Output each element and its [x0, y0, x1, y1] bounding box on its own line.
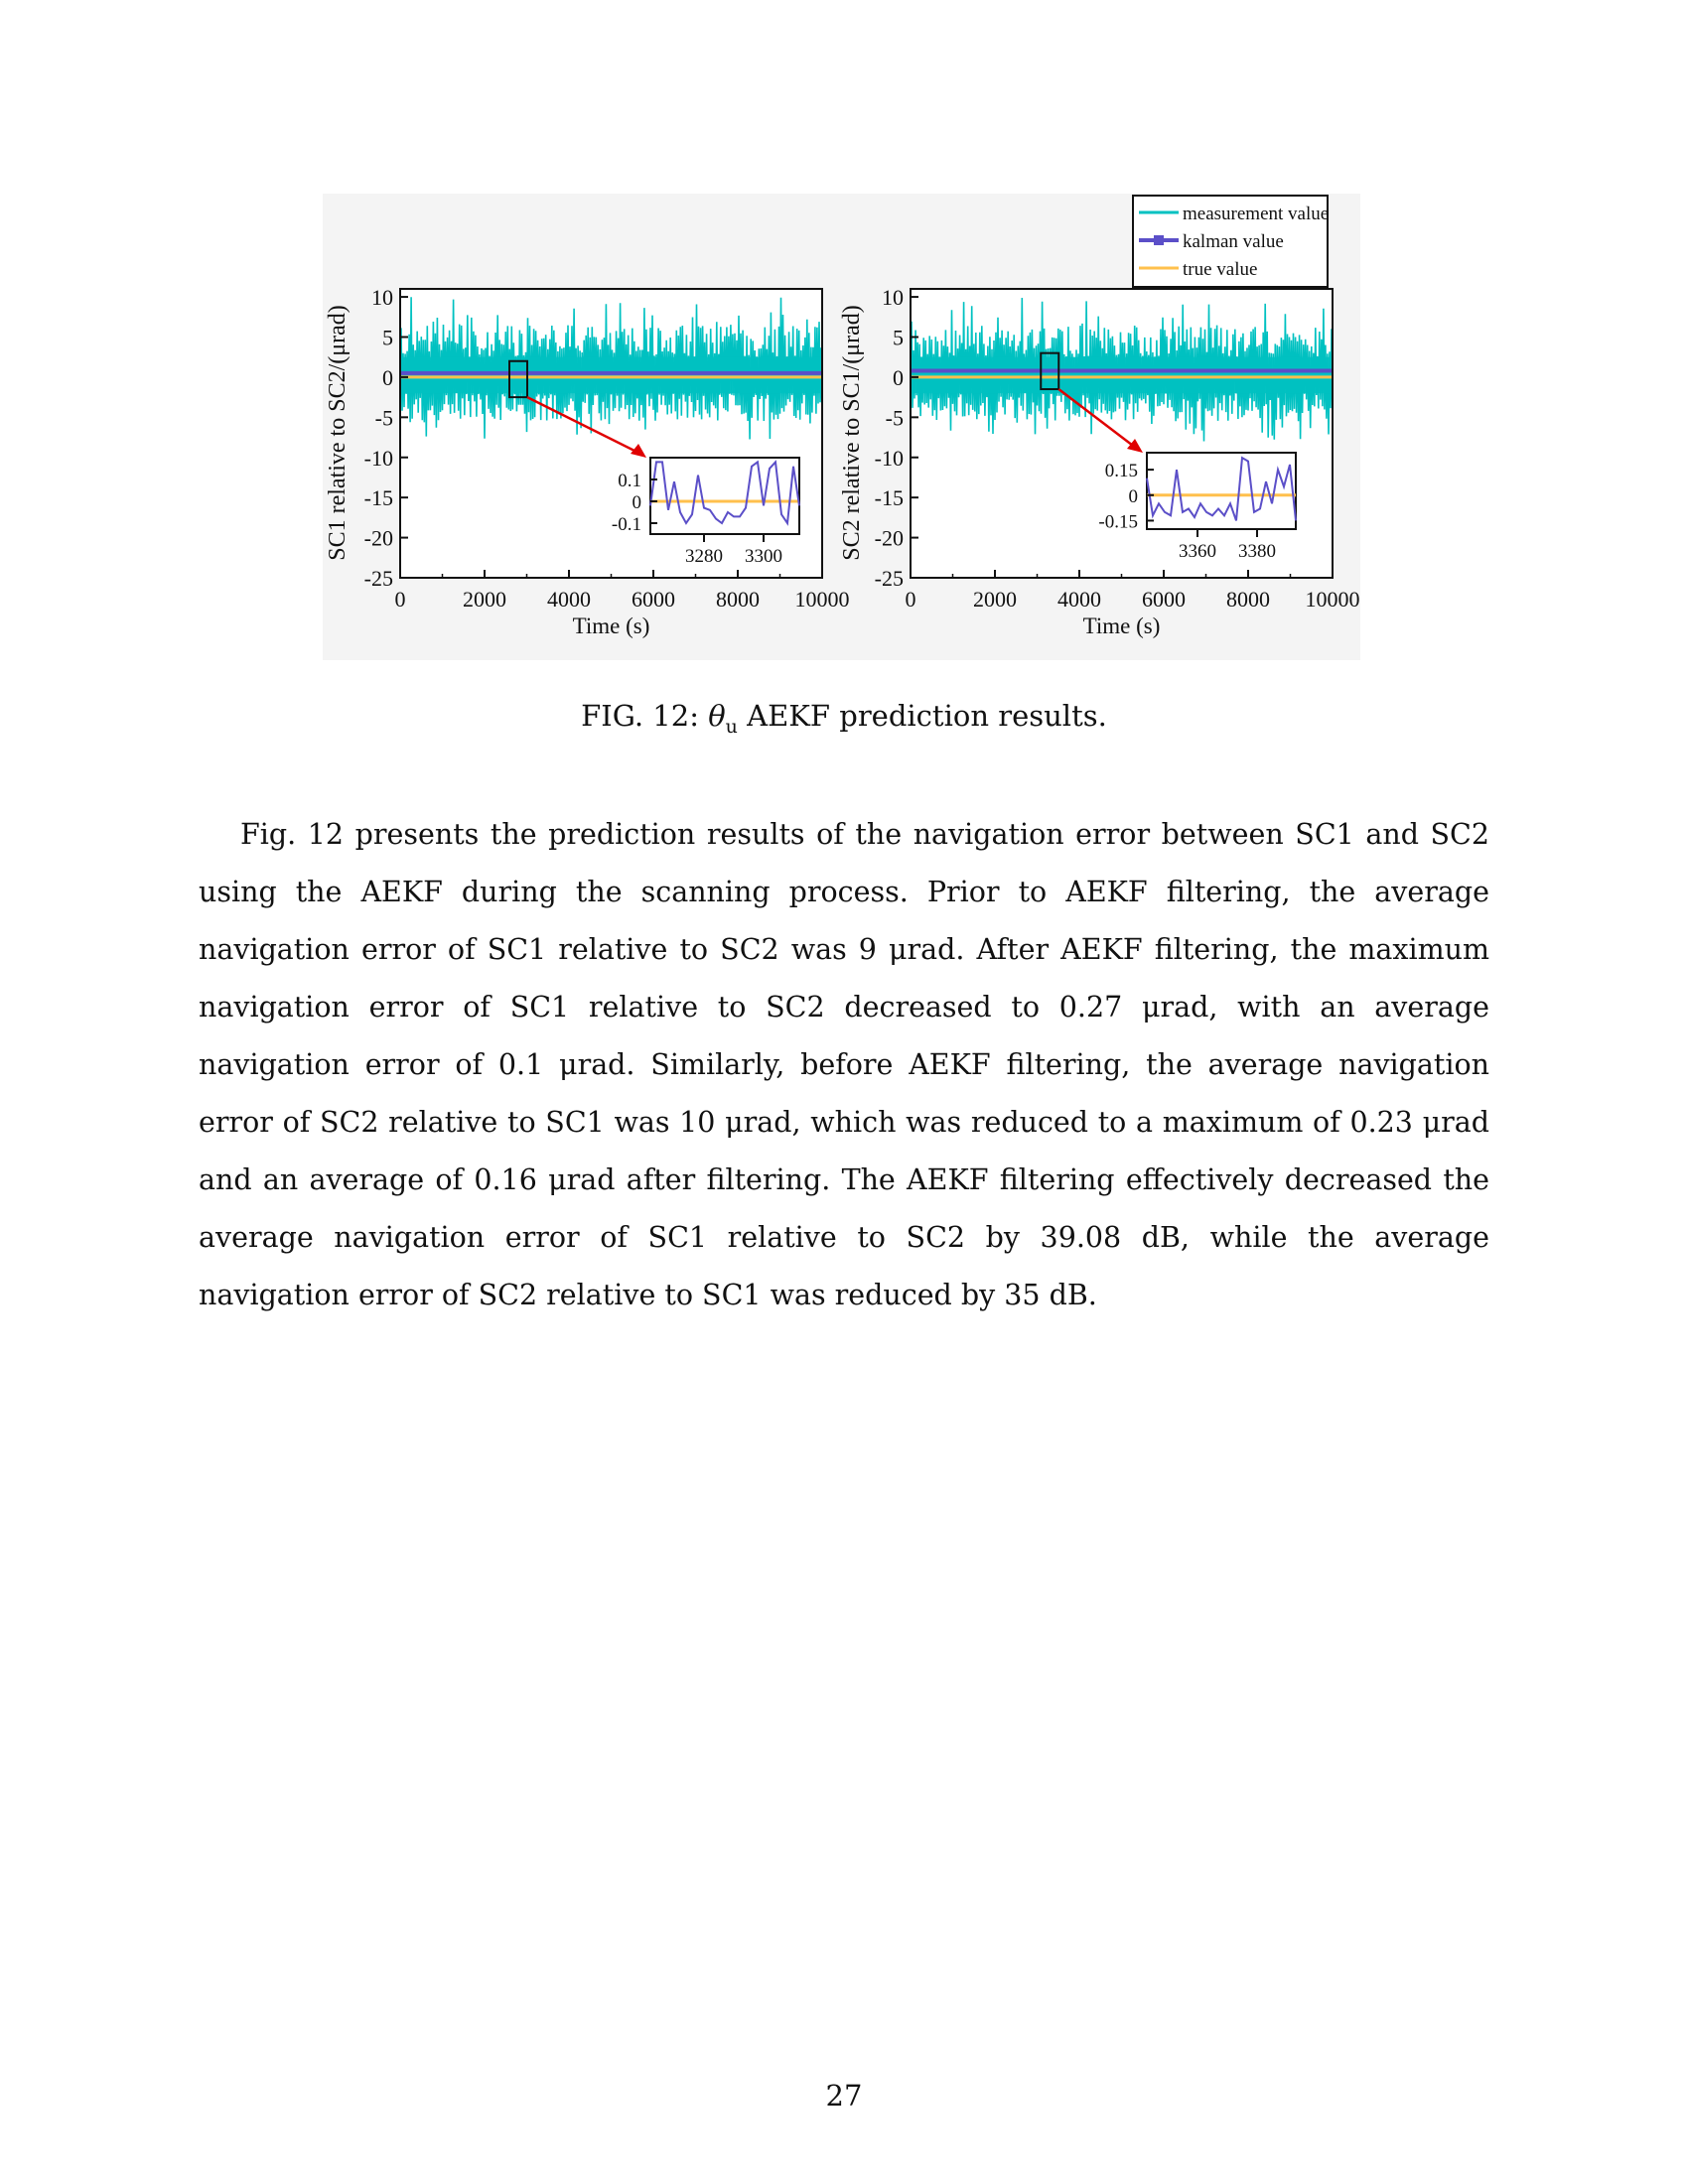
body-paragraph: Fig. 12 presents the prediction results …: [199, 818, 1489, 1311]
x-tick-label: 6000: [632, 587, 675, 612]
inset-x-tick-label: 3380: [1238, 541, 1276, 562]
inset-frame: [1146, 452, 1297, 530]
x-tick-label: 4000: [1057, 587, 1101, 612]
y-tick-label: -25: [875, 566, 904, 591]
figure-caption: FIG. 12: θu AEKF prediction results.: [0, 699, 1688, 738]
x-tick-label: 0: [906, 587, 916, 612]
zoom-box: [1040, 351, 1060, 391]
legend-label: measurement value: [1183, 204, 1329, 224]
y-tick-label: -15: [875, 485, 904, 510]
y-tick-label: -10: [364, 446, 393, 471]
inset-y-tick-label: -0.1: [612, 514, 641, 535]
x-axis-title: Time (s): [573, 614, 650, 638]
inset-panel: 0.10-0.1 3280 3300: [612, 457, 800, 567]
measurement-value-band: [400, 356, 822, 394]
y-axis-title: SC1 relative to SC2/(μrad): [325, 305, 351, 561]
inset-x-tick-label: 3360: [1179, 541, 1216, 562]
inset-y-tick-label: 0.15: [1105, 461, 1138, 481]
inset-x-tick-label: 3280: [685, 546, 723, 567]
y-tick-label: 0: [893, 365, 904, 390]
x-tick-label: 0: [395, 587, 406, 612]
inset-y-tick-label: 0: [633, 492, 642, 513]
x-tick-label: 8000: [1226, 587, 1270, 612]
inset-x-tick-label: 3300: [745, 546, 782, 567]
inset-frame: [649, 457, 800, 535]
inset-y-tick-label: 0.1: [618, 471, 641, 491]
y-tick-label: -15: [364, 485, 393, 510]
zoom-arrow-line: [1057, 388, 1138, 450]
caption-prefix: FIG. 12:: [581, 699, 709, 733]
x-tick-label: 2000: [973, 587, 1017, 612]
x-tick-label: 4000: [547, 587, 591, 612]
x-axis-title: Time (s): [1083, 614, 1161, 638]
zoom-box: [508, 359, 528, 399]
y-axis-title: SC2 relative to SC1/(μrad): [839, 305, 865, 561]
inset-kalman-value-line: [1146, 456, 1297, 521]
legend-label: true value: [1183, 259, 1257, 280]
y-tick-label: 0: [382, 365, 393, 390]
x-tick-label: 8000: [716, 587, 760, 612]
caption-subscript: u: [725, 715, 738, 738]
legend-marker: [1154, 235, 1164, 245]
zoom-arrow-head: [1127, 439, 1143, 453]
measurement-value-line: [910, 297, 1334, 442]
y-tick-label: 10: [371, 285, 393, 310]
x-tick-label: 6000: [1142, 587, 1186, 612]
caption-symbol: θ: [708, 699, 726, 733]
body-paragraph-block: Fig. 12 presents the prediction results …: [199, 806, 1489, 1324]
inset-kalman-value-line: [649, 460, 800, 526]
y-tick-label: -5: [375, 405, 393, 430]
zoom-arrow-line: [526, 396, 641, 456]
plot-area: [911, 289, 1333, 578]
caption-suffix: AEKF prediction results.: [737, 699, 1107, 733]
y-tick-label: 10: [882, 285, 904, 310]
figure-12: 10 5 0 -5 -10 -15 -20 -25 0 2000 4000 6000 8000 10000…: [323, 194, 1360, 660]
measurement-value-band: [911, 356, 1333, 394]
x-tick-label: 2000: [463, 587, 506, 612]
x-tick-label: 10000: [795, 587, 850, 612]
inset-panel: 0.15 0 -0.15 3360 3380: [1098, 452, 1297, 562]
y-tick-label: -20: [364, 526, 393, 551]
y-tick-label: 5: [382, 326, 393, 350]
zoom-arrow-head: [631, 444, 646, 458]
legend-label: kalman value: [1183, 231, 1284, 252]
y-tick-label: -5: [886, 405, 904, 430]
measurement-value-line: [399, 297, 823, 440]
inset-y-tick-label: 0: [1129, 486, 1139, 507]
y-tick-label: -20: [875, 526, 904, 551]
y-tick-label: -10: [875, 446, 904, 471]
inset-y-tick-label: -0.15: [1098, 511, 1138, 532]
x-tick-label: 10000: [1306, 587, 1360, 612]
page-number: 27: [825, 2079, 863, 2113]
y-tick-label: -25: [364, 566, 393, 591]
y-tick-label: 5: [893, 326, 904, 350]
legend: measurement value kalman value true value: [1132, 195, 1329, 288]
